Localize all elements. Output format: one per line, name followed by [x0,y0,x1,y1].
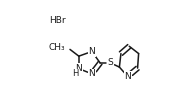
Text: S: S [108,58,113,67]
Text: N: N [75,64,82,73]
Text: CH₃: CH₃ [49,43,65,52]
Text: HBr: HBr [49,16,65,25]
Text: N: N [88,69,95,78]
Text: N: N [88,47,95,56]
Text: H: H [72,69,78,78]
Text: N: N [124,72,131,81]
